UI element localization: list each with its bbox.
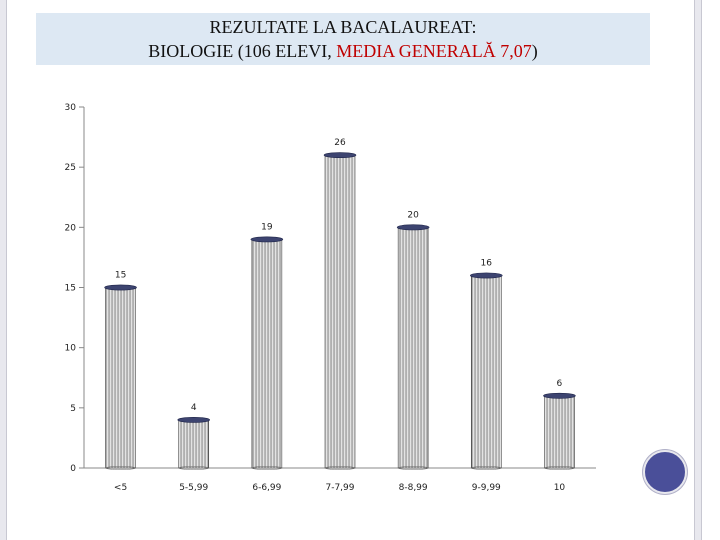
bar-cap xyxy=(104,284,137,291)
bar xyxy=(543,392,576,470)
bar xyxy=(396,224,430,470)
title-line-2: BIOLOGIE (106 ELEVI, MEDIA GENERALĂ 7,07… xyxy=(36,39,650,63)
title-line-2-start: BIOLOGIE (106 ELEVI, xyxy=(148,41,337,61)
data-label: 6 xyxy=(557,379,563,389)
bar-base xyxy=(544,466,575,470)
y-tick-label: 20 xyxy=(65,223,77,233)
category-label: 5-5,99 xyxy=(179,483,208,493)
bar-base xyxy=(105,466,136,470)
category-label: 9-9,99 xyxy=(472,483,501,493)
bar-cap xyxy=(177,416,211,423)
right-frame-border xyxy=(694,0,702,540)
bar-base xyxy=(251,466,283,470)
data-label: 20 xyxy=(407,210,419,220)
data-label: 26 xyxy=(334,138,346,148)
bar xyxy=(323,152,357,470)
bar-base xyxy=(471,466,502,470)
data-label: 16 xyxy=(481,258,493,268)
y-tick-label: 30 xyxy=(65,103,77,113)
title-highlight: MEDIA GENERALĂ 7,07 xyxy=(336,41,532,61)
slide-title: REZULTATE LA BACALAUREAT: BIOLOGIE (106 … xyxy=(36,13,650,65)
category-label: 8-8,99 xyxy=(399,483,428,493)
bar-body xyxy=(544,395,575,469)
bar xyxy=(177,416,211,470)
category-label: 6-6,99 xyxy=(252,483,281,493)
decorative-circle xyxy=(643,450,687,494)
chart-bars xyxy=(104,152,576,470)
y-tick-label: 0 xyxy=(70,464,76,474)
data-label: 15 xyxy=(115,271,126,281)
y-tick-label: 25 xyxy=(65,163,76,173)
bar-body xyxy=(178,419,210,469)
chart-labels: 0 5 10 15 20 25 30 15 <5 4 5-5,99 19 6-6,99 26 7-7,99 2… xyxy=(65,103,566,493)
bar-body xyxy=(251,239,283,469)
data-label: 4 xyxy=(191,403,197,413)
y-tick-label: 15 xyxy=(65,284,76,294)
bar-base xyxy=(178,466,209,470)
bar xyxy=(250,236,284,470)
left-frame-border xyxy=(0,0,7,540)
bar xyxy=(469,272,503,470)
bar xyxy=(104,284,137,470)
bar-body xyxy=(324,154,356,469)
bar-cap xyxy=(396,224,430,231)
bar-body xyxy=(105,287,136,469)
y-tick-label: 5 xyxy=(70,404,76,414)
y-tick-label: 10 xyxy=(65,344,77,354)
data-label: 19 xyxy=(261,222,273,232)
title-line-1: REZULTATE LA BACALAUREAT: xyxy=(209,17,477,37)
bar-cap xyxy=(543,392,576,399)
category-label: 7-7,99 xyxy=(325,483,354,493)
bar-cap xyxy=(323,152,357,159)
bar-cap xyxy=(469,272,503,279)
title-line-2-end: ) xyxy=(531,41,538,61)
bar-base xyxy=(324,466,356,470)
category-label: 10 xyxy=(554,483,566,493)
bar-body xyxy=(470,275,502,469)
bar-cap xyxy=(250,236,284,243)
bar-body xyxy=(397,227,429,469)
category-label: <5 xyxy=(114,483,127,493)
bar-base xyxy=(397,466,429,470)
